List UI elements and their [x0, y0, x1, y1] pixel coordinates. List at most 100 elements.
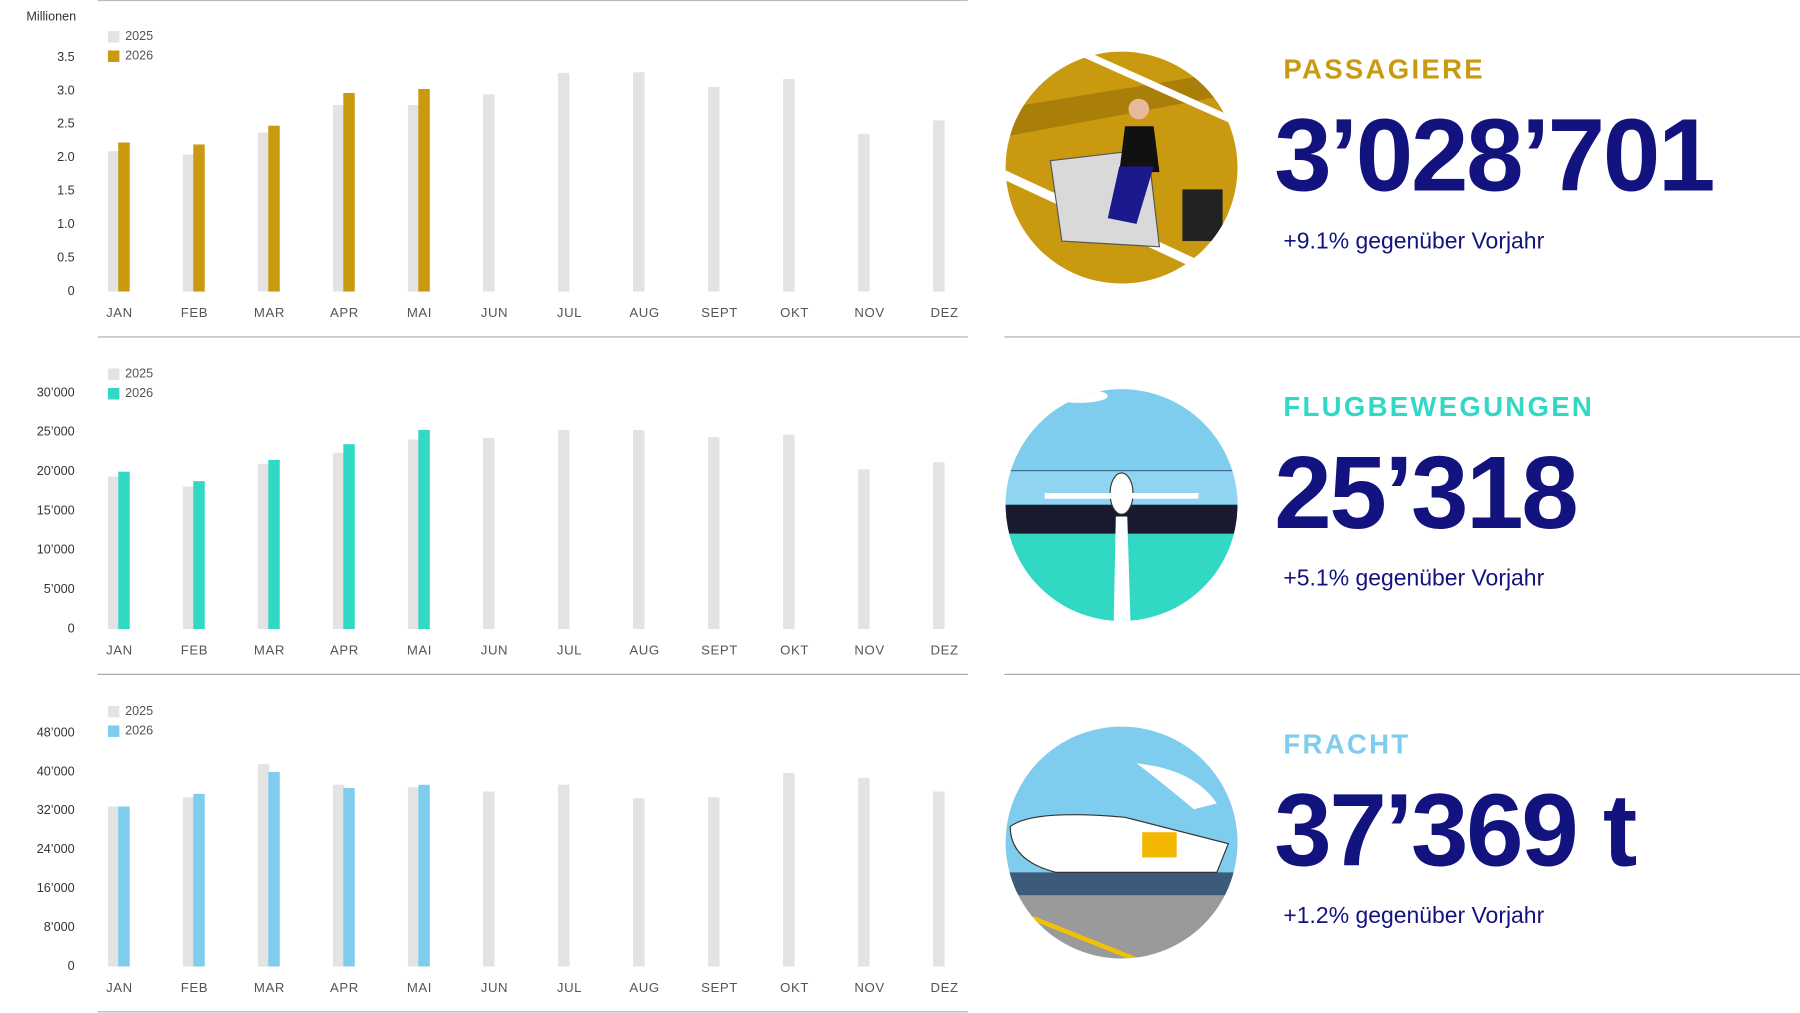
x-tick-label: OKT: [780, 642, 809, 657]
bar: [193, 793, 205, 967]
bar: [268, 771, 280, 967]
bar: [407, 787, 420, 967]
legend-label: 2026: [125, 386, 153, 400]
legend-swatch: [107, 387, 120, 400]
legend-swatch: [107, 725, 120, 737]
y-tick-label: 8’000: [44, 920, 75, 934]
bar: [783, 78, 795, 292]
x-tick-label: JUN: [481, 642, 508, 657]
x-tick-label: MAI: [407, 305, 432, 320]
stat-title: PASSAGIERE: [1283, 53, 1485, 84]
bar: [418, 88, 430, 292]
x-tick-label: JAN: [106, 305, 133, 320]
bar: [418, 429, 430, 630]
y-tick-label: 40’000: [37, 764, 75, 778]
bar: [933, 791, 945, 967]
y-tick-label: 20’000: [37, 464, 75, 478]
x-tick-label: JUN: [481, 980, 508, 995]
x-tick-label: APR: [330, 305, 359, 320]
y-tick-label: 16’000: [37, 881, 75, 895]
bar: [332, 452, 345, 630]
y-tick-label: 1.5: [57, 184, 75, 198]
bar: [343, 92, 355, 292]
stat-title: FRACHT: [1283, 728, 1410, 759]
x-tick-label: AUG: [629, 305, 659, 320]
stat-value: 25’318: [1274, 434, 1576, 550]
stat-value: 3’028’701: [1274, 97, 1713, 213]
bar: [633, 72, 645, 292]
x-tick-label: SEPT: [701, 642, 738, 657]
y-tick-label: 0: [68, 621, 75, 635]
x-tick-label: OKT: [780, 980, 809, 995]
y-tick-label: 3.0: [57, 83, 75, 97]
bar: [257, 463, 270, 630]
legend-label: 2025: [125, 367, 153, 381]
x-tick-label: SEPT: [701, 305, 738, 320]
x-tick-label: JUL: [557, 980, 582, 995]
x-tick-label: AUG: [629, 980, 659, 995]
x-tick-label: APR: [330, 980, 359, 995]
stat-title: FLUGBEWEGUNGEN: [1283, 391, 1594, 422]
x-tick-label: MAI: [407, 980, 432, 995]
bar: [343, 788, 355, 967]
y-tick-label: 1.0: [57, 217, 75, 231]
bar: [182, 154, 195, 292]
y-tick-label: 2.5: [57, 117, 75, 131]
x-tick-label: JAN: [106, 980, 133, 995]
bar: [107, 151, 120, 292]
x-tick-label: NOV: [854, 305, 884, 320]
legend-label: 2026: [125, 724, 153, 738]
x-tick-label: NOV: [854, 642, 884, 657]
bar: [558, 72, 570, 292]
x-tick-label: FEB: [181, 642, 208, 657]
x-tick-label: SEPT: [701, 980, 738, 995]
bar: [407, 439, 420, 630]
y-tick-label: 5’000: [44, 582, 75, 596]
illustration-airplane: [1005, 389, 1238, 622]
illustration-passengers: [1005, 51, 1238, 284]
bar: [107, 806, 120, 967]
legend-swatch: [107, 705, 120, 718]
stat-change: +1.2% gegenüber Vorjahr: [1283, 902, 1544, 928]
x-tick-label: JUL: [557, 642, 582, 657]
bar: [257, 764, 270, 967]
bar: [332, 784, 345, 967]
x-tick-label: FEB: [181, 305, 208, 320]
y-tick-label: 10’000: [37, 543, 75, 557]
bar: [107, 476, 120, 630]
y-tick-label: 0: [68, 284, 75, 298]
y-tick-label: 2.0: [57, 150, 75, 164]
y-tick-label: 25’000: [37, 425, 75, 439]
bar: [182, 486, 195, 630]
bar: [558, 784, 570, 967]
stat-value: 37’369 t: [1274, 772, 1637, 888]
stat-change: +5.1% gegenüber Vorjahr: [1283, 565, 1544, 591]
bar: [182, 797, 195, 967]
x-tick-label: JAN: [106, 642, 133, 657]
y-tick-label: 0.5: [57, 250, 75, 264]
bar: [783, 772, 795, 967]
bar: [933, 462, 945, 630]
legend-label: 2026: [125, 49, 153, 63]
bar: [268, 459, 280, 630]
x-tick-label: MAR: [254, 980, 285, 995]
y-tick-label: 48’000: [37, 725, 75, 739]
x-tick-label: JUN: [481, 305, 508, 320]
bar: [483, 791, 495, 967]
bar: [332, 105, 345, 292]
legend-swatch: [107, 368, 120, 380]
legend-label: 2025: [125, 29, 153, 43]
x-tick-label: MAI: [407, 642, 432, 657]
y-axis-label: Millionen: [26, 10, 76, 24]
bar: [343, 444, 355, 630]
y-tick-label: 30’000: [37, 385, 75, 399]
x-tick-label: MAR: [254, 305, 285, 320]
legend-swatch: [107, 50, 120, 62]
legend-label: 2025: [125, 704, 153, 718]
bar: [268, 125, 280, 292]
x-tick-label: NOV: [854, 980, 884, 995]
legend-swatch: [107, 30, 120, 43]
x-tick-label: DEZ: [931, 980, 959, 995]
bar: [933, 120, 945, 292]
